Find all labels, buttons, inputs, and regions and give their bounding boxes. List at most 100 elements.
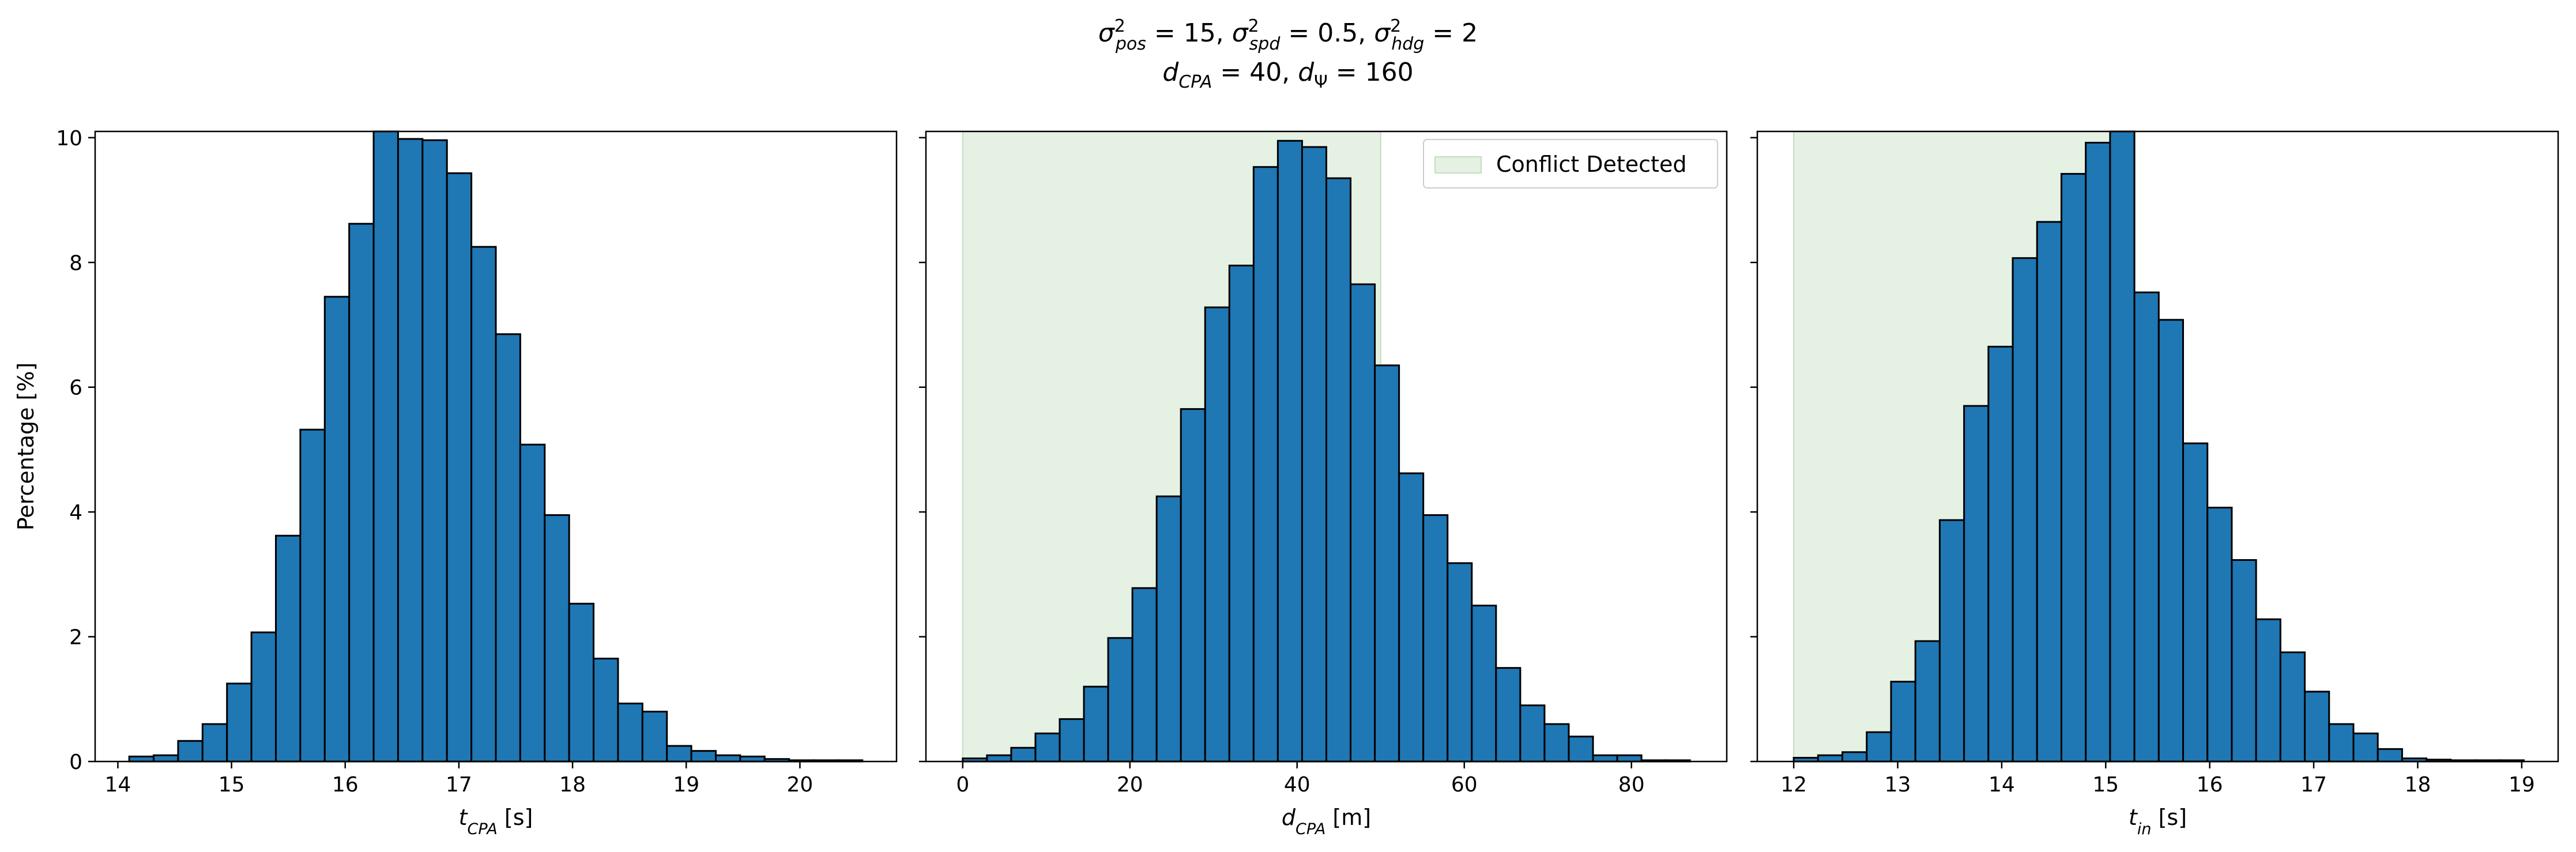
x-tick-label: 18 <box>559 773 586 797</box>
axes-frame <box>1756 130 2559 763</box>
histogram-bar <box>1107 637 1133 763</box>
x-tick-label: 20 <box>1117 773 1143 797</box>
histogram-bar <box>641 710 668 763</box>
legend-swatch <box>1434 156 1482 174</box>
legend-box <box>1423 139 1718 189</box>
y-tick-label: 4 <box>69 501 82 525</box>
histogram-bar <box>617 702 643 763</box>
histogram-bar <box>986 754 1012 763</box>
x-tick-label: 16 <box>332 773 359 797</box>
x-tick-label: 60 <box>1451 773 1478 797</box>
histogram-bar <box>201 723 228 763</box>
histogram-bar <box>1866 731 1892 763</box>
y-tick-label: 6 <box>69 376 82 400</box>
histogram-bar <box>1398 472 1425 763</box>
x-tick-label: 15 <box>2092 773 2119 797</box>
histogram-bar <box>372 130 399 763</box>
x-tick-label: 16 <box>2197 773 2223 797</box>
histogram-bar <box>299 428 326 763</box>
histogram-bar <box>274 534 302 763</box>
histogram-bar <box>1059 718 1085 763</box>
legend-label: Conflict Detected <box>1496 152 1686 177</box>
histogram-bar <box>1963 405 1990 763</box>
y-tick-label: 2 <box>69 626 82 650</box>
histogram-bar <box>495 333 521 763</box>
histogram-bar <box>2377 748 2403 763</box>
histogram-bar <box>1155 495 1182 763</box>
histogram-bar <box>1543 723 1570 763</box>
histogram-bar <box>1276 140 1303 763</box>
histogram-bar <box>2352 732 2379 763</box>
histogram-bar <box>1568 736 1594 763</box>
histogram-bar <box>1592 754 1618 763</box>
histogram-bar <box>1987 345 2014 763</box>
y-tick-label: 10 <box>56 127 82 150</box>
histogram-bar <box>690 750 717 763</box>
histogram-bar <box>2012 257 2038 763</box>
histogram-bar <box>1938 519 1965 763</box>
figure-subtitle: dCPA = 40, dΨ = 160 <box>1162 58 1413 92</box>
histogram-bar <box>2085 141 2111 763</box>
histogram-bar <box>1083 685 1109 763</box>
histogram-bar <box>544 514 570 763</box>
histogram-bar <box>2157 319 2185 763</box>
histogram-bar <box>1252 166 1279 763</box>
histogram-bar <box>1914 640 1941 763</box>
histogram-bar <box>1131 587 1158 763</box>
x-tick-label: 0 <box>956 773 969 797</box>
y-tick-label: 8 <box>69 251 82 275</box>
x-tick-label: 18 <box>2405 773 2431 797</box>
legend: Conflict Detected <box>1423 139 1718 189</box>
histogram-bar <box>666 745 692 763</box>
histogram-bar <box>1010 747 1037 763</box>
x-axis-label: tCPA [s] <box>459 805 533 838</box>
histogram-bar <box>250 631 277 763</box>
histogram-bar <box>1204 306 1230 763</box>
figure-title: σ2 pos = 15, σ2 spd = 0.5, σ2 hdg = 2 <box>1098 16 1478 55</box>
histogram-bar <box>421 139 448 763</box>
histogram-bar <box>2231 559 2257 763</box>
x-tick-label: 14 <box>105 773 131 797</box>
histogram-bar <box>348 223 375 763</box>
histogram-bar <box>1180 408 1206 763</box>
x-tick-label: 15 <box>219 773 245 797</box>
histogram-bar <box>2255 618 2281 763</box>
y-tick-label: 0 <box>69 751 82 774</box>
histogram-bar <box>1301 146 1328 763</box>
histogram-bar <box>1447 562 1473 763</box>
histogram-panel-1: 14 15 16 17 18 19 20 0 2 4 6 8 10 tCPA [s] Percentage … <box>13 127 898 838</box>
x-tick-label: 13 <box>1885 773 1911 797</box>
histogram-bar <box>2206 507 2233 763</box>
histogram-bar <box>715 754 741 763</box>
x-tick-label: 14 <box>1989 773 2015 797</box>
x-axis-label: tin [s] <box>2129 805 2187 838</box>
histogram-bar <box>2279 651 2306 763</box>
histogram-bar <box>1034 732 1061 763</box>
x-tick-label: 12 <box>1780 773 1807 797</box>
histogram-bar <box>2328 723 2355 763</box>
histogram-bar <box>2109 130 2136 763</box>
histogram-bar <box>519 443 546 763</box>
histogram-bar <box>470 246 497 763</box>
x-tick-label: 80 <box>1618 773 1645 797</box>
histogram-bar <box>1422 514 1449 763</box>
histogram-bar <box>2133 291 2160 763</box>
y-axis-label: Percentage [%] <box>13 363 39 531</box>
x-tick-label: 20 <box>787 773 814 797</box>
x-tick-label: 17 <box>2300 773 2327 797</box>
histogram-bar <box>593 657 619 763</box>
histogram-bar <box>226 683 253 763</box>
histogram-bar <box>446 172 473 763</box>
histogram-bar <box>1228 265 1255 763</box>
histogram-bar <box>323 296 351 763</box>
histogram-bar <box>153 754 179 763</box>
histogram-bar <box>2182 442 2209 763</box>
x-tick-label: 19 <box>2509 773 2535 797</box>
histogram-bar <box>1471 604 1497 763</box>
histogram-panel-3: 12 13 14 15 16 17 18 19 tin [s] <box>1750 130 2559 838</box>
histogram-panels: 14 15 16 17 18 19 20 0 2 4 6 8 10 tCPA [s] Percentage … <box>13 127 2559 838</box>
histogram-bar <box>1519 704 1546 763</box>
x-axis-label: dCPA [m] <box>1282 805 1371 838</box>
histogram-bar <box>1817 754 1844 763</box>
